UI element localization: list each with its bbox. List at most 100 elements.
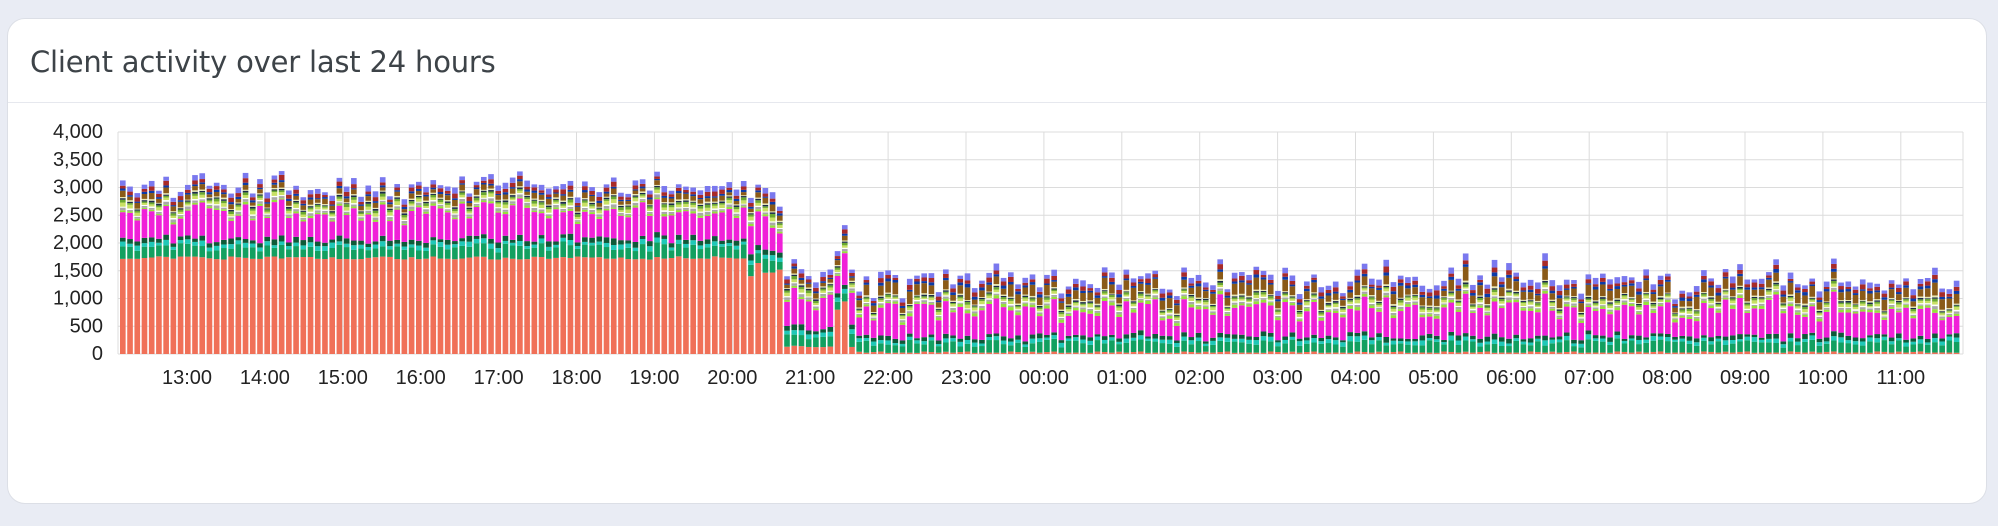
bar-segment bbox=[1758, 342, 1765, 353]
bar-segment bbox=[791, 274, 798, 277]
bar-segment bbox=[1780, 307, 1787, 309]
bar-segment bbox=[1101, 290, 1108, 292]
bar-segment bbox=[1686, 296, 1693, 299]
bar-segment bbox=[1852, 352, 1859, 354]
bar-segment bbox=[1181, 340, 1187, 352]
bar-segment bbox=[1838, 302, 1844, 305]
bar-segment bbox=[1239, 334, 1245, 339]
bar-segment bbox=[372, 213, 379, 217]
bar-segment bbox=[1318, 341, 1325, 344]
bar-segment bbox=[1903, 278, 1909, 282]
bar-segment bbox=[1087, 340, 1094, 345]
bar-segment bbox=[1513, 299, 1520, 303]
bar-segment bbox=[134, 210, 141, 213]
bar-segment bbox=[1766, 333, 1772, 339]
bar-segment bbox=[1072, 340, 1079, 353]
bar-segment bbox=[1527, 306, 1534, 309]
bar-segment bbox=[1174, 352, 1180, 354]
bar-segment bbox=[307, 204, 314, 207]
y-tick-label: 2,000 bbox=[53, 232, 103, 254]
bar-segment bbox=[1917, 279, 1924, 284]
bar-segment bbox=[444, 209, 451, 211]
bar-segment bbox=[1036, 307, 1043, 310]
bar-segment bbox=[1766, 295, 1772, 298]
bar-segment bbox=[473, 243, 480, 257]
bar-segment bbox=[726, 206, 733, 210]
bar-segment bbox=[762, 206, 769, 208]
bar-segment bbox=[863, 280, 870, 283]
bar-segment bbox=[719, 200, 725, 202]
bar-segment bbox=[1036, 341, 1043, 353]
bar-segment bbox=[1441, 286, 1447, 289]
bar-segment bbox=[1275, 312, 1281, 315]
bar-segment bbox=[1304, 291, 1310, 300]
bar-segment bbox=[1419, 305, 1426, 307]
bar-segment bbox=[495, 208, 502, 212]
bar-segment bbox=[1094, 340, 1101, 352]
bar-segment bbox=[1665, 299, 1671, 303]
bar-segment bbox=[1614, 305, 1621, 308]
bar-segment bbox=[1419, 313, 1426, 315]
bar-segment bbox=[120, 237, 126, 242]
bar-segment bbox=[690, 211, 696, 214]
bar-segment bbox=[1751, 337, 1758, 342]
bar-segment bbox=[632, 241, 639, 248]
bar-segment bbox=[1571, 296, 1577, 298]
bar-segment bbox=[1773, 342, 1779, 353]
bar-segment bbox=[459, 203, 465, 239]
bar-segment bbox=[1665, 279, 1671, 282]
bar-segment bbox=[979, 290, 985, 298]
bar-segment bbox=[1029, 282, 1036, 285]
bar-segment bbox=[1109, 277, 1115, 282]
bar-segment bbox=[1029, 274, 1036, 280]
bar-segment bbox=[993, 333, 1000, 337]
bar-segment bbox=[1556, 352, 1563, 354]
bar-segment bbox=[387, 249, 393, 257]
bar-segment bbox=[986, 352, 992, 354]
bar-segment bbox=[1029, 304, 1036, 308]
bar-segment bbox=[1174, 320, 1180, 324]
bar-segment bbox=[755, 202, 761, 206]
bar-segment bbox=[654, 199, 660, 233]
bar-segment bbox=[1802, 316, 1808, 335]
bar-segment bbox=[343, 186, 350, 192]
bar-segment bbox=[249, 197, 256, 201]
bar-segment bbox=[841, 293, 848, 302]
bar-segment bbox=[1368, 340, 1375, 345]
bar-segment bbox=[1650, 306, 1657, 308]
bar-segment bbox=[1498, 337, 1505, 342]
bar-segment bbox=[928, 282, 935, 286]
bar-segment bbox=[603, 200, 610, 205]
bar-segment bbox=[1802, 338, 1808, 342]
bar-segment bbox=[307, 206, 314, 208]
bar-segment bbox=[444, 195, 451, 201]
bar-segment bbox=[1022, 344, 1029, 347]
bar-segment bbox=[1390, 286, 1397, 292]
bar-segment bbox=[1643, 293, 1649, 295]
bar-segment bbox=[1304, 305, 1310, 307]
bar-segment bbox=[1910, 318, 1917, 339]
bar-segment bbox=[971, 304, 978, 306]
bar-segment bbox=[408, 187, 415, 192]
bar-segment bbox=[278, 192, 285, 196]
bar-segment bbox=[683, 209, 689, 212]
bar-segment bbox=[654, 176, 660, 179]
bar-segment bbox=[928, 337, 935, 341]
bar-segment bbox=[1080, 290, 1086, 294]
bar-segment bbox=[1614, 335, 1621, 339]
bar-segment bbox=[437, 242, 444, 247]
bar-segment bbox=[1729, 287, 1736, 290]
bar-segment bbox=[1253, 298, 1260, 302]
bar-segment bbox=[1556, 315, 1563, 318]
bar-segment bbox=[1116, 297, 1122, 304]
bar-segment bbox=[1484, 344, 1491, 352]
x-tick-label: 10:00 bbox=[1798, 367, 1848, 389]
bar-segment bbox=[351, 249, 357, 260]
bar-segment bbox=[1340, 306, 1346, 309]
bar-segment bbox=[1217, 282, 1224, 286]
bar-segment bbox=[914, 275, 920, 279]
bar-segment bbox=[322, 214, 328, 243]
bar-segment bbox=[618, 215, 624, 241]
bar-segment bbox=[336, 203, 343, 206]
bar-segment bbox=[120, 241, 126, 247]
